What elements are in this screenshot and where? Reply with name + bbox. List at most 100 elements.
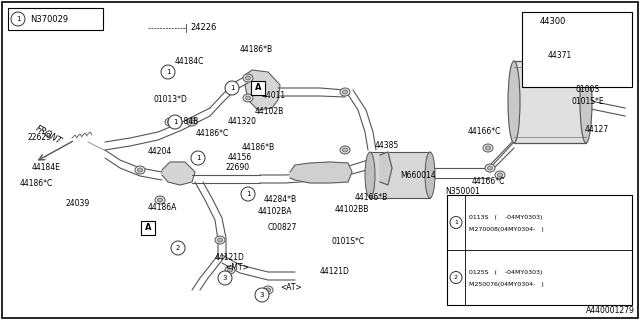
Circle shape <box>255 288 269 302</box>
Ellipse shape <box>485 164 495 172</box>
Ellipse shape <box>243 74 253 82</box>
Ellipse shape <box>365 152 375 198</box>
Bar <box>522 12 632 87</box>
Text: 44011: 44011 <box>262 91 286 100</box>
Text: 0101S*E: 0101S*E <box>572 98 605 107</box>
Ellipse shape <box>486 146 490 150</box>
Ellipse shape <box>246 96 250 100</box>
Text: 44385: 44385 <box>375 140 399 149</box>
Text: 01013*D: 01013*D <box>154 95 188 105</box>
Ellipse shape <box>425 152 435 198</box>
Text: 44166*C: 44166*C <box>472 178 506 187</box>
Ellipse shape <box>497 173 502 177</box>
Ellipse shape <box>483 144 493 152</box>
Circle shape <box>171 241 185 255</box>
Text: 2: 2 <box>454 275 458 280</box>
Text: 1: 1 <box>173 119 177 125</box>
Ellipse shape <box>342 90 348 94</box>
Text: 1: 1 <box>246 191 250 197</box>
Text: <AT>: <AT> <box>280 284 301 292</box>
Text: A440001279: A440001279 <box>586 306 635 315</box>
Text: 44102BB: 44102BB <box>335 205 369 214</box>
Circle shape <box>450 271 462 284</box>
Text: 1: 1 <box>230 85 234 91</box>
Ellipse shape <box>340 88 350 96</box>
Ellipse shape <box>246 76 250 80</box>
Text: 24226: 24226 <box>190 23 216 33</box>
Text: 44102B: 44102B <box>255 108 284 116</box>
Text: 22629: 22629 <box>28 133 52 142</box>
Bar <box>370 152 430 198</box>
Ellipse shape <box>508 61 520 143</box>
Text: 44204: 44204 <box>148 148 172 156</box>
Text: 441320: 441320 <box>228 117 257 126</box>
Circle shape <box>241 187 255 201</box>
Text: N350001: N350001 <box>445 188 480 196</box>
Text: 44186*C: 44186*C <box>196 129 229 138</box>
Text: A: A <box>255 84 261 92</box>
Text: 44284*B: 44284*B <box>264 196 297 204</box>
Text: 44166*C: 44166*C <box>468 127 501 137</box>
Text: 44121D: 44121D <box>320 268 350 276</box>
Ellipse shape <box>155 196 165 204</box>
Ellipse shape <box>168 120 173 124</box>
Polygon shape <box>162 162 195 185</box>
Ellipse shape <box>157 198 163 202</box>
Text: A: A <box>145 223 151 233</box>
Text: 3: 3 <box>223 275 227 281</box>
Ellipse shape <box>218 238 223 242</box>
Bar <box>141 221 155 235</box>
Ellipse shape <box>187 118 197 126</box>
Text: 0113S   (    -04MY0303): 0113S ( -04MY0303) <box>469 215 542 220</box>
Text: 44184E: 44184E <box>32 164 61 172</box>
Ellipse shape <box>227 268 232 272</box>
Text: 2: 2 <box>176 245 180 251</box>
Ellipse shape <box>189 120 195 124</box>
Text: 0125S   (    -04MY0303): 0125S ( -04MY0303) <box>469 270 542 275</box>
Text: C00827: C00827 <box>268 223 298 233</box>
Text: 3: 3 <box>260 292 264 298</box>
Circle shape <box>450 217 462 228</box>
Text: <MT>: <MT> <box>225 263 249 273</box>
Bar <box>251 81 265 95</box>
Text: 44186A: 44186A <box>148 204 177 212</box>
Ellipse shape <box>488 166 493 170</box>
Text: 44371: 44371 <box>548 51 572 60</box>
Text: 44166*C: 44166*C <box>458 213 492 222</box>
Text: 1: 1 <box>166 69 170 75</box>
Bar <box>514 61 586 143</box>
Text: 44184B: 44184B <box>170 117 199 126</box>
Ellipse shape <box>135 166 145 174</box>
Text: N370029: N370029 <box>30 14 68 23</box>
Text: 24039: 24039 <box>65 199 89 209</box>
Text: M250076(04MY0304-   ): M250076(04MY0304- ) <box>469 282 544 287</box>
Text: M270008(04MY0304-   ): M270008(04MY0304- ) <box>469 227 544 232</box>
Bar <box>8 8 103 30</box>
Circle shape <box>191 151 205 165</box>
Text: 1: 1 <box>16 16 20 22</box>
Text: 44186*B: 44186*B <box>242 143 275 153</box>
Text: 44156: 44156 <box>228 154 252 163</box>
Ellipse shape <box>580 61 592 143</box>
Circle shape <box>168 115 182 129</box>
Ellipse shape <box>165 118 175 126</box>
Polygon shape <box>245 70 280 110</box>
Text: 44300: 44300 <box>540 18 566 27</box>
Circle shape <box>161 65 175 79</box>
Ellipse shape <box>342 148 348 152</box>
Ellipse shape <box>495 171 505 179</box>
Text: 44186*C: 44186*C <box>20 179 53 188</box>
Text: 44166*B: 44166*B <box>355 194 388 203</box>
Text: 44121D: 44121D <box>215 253 245 262</box>
Ellipse shape <box>243 94 253 102</box>
Circle shape <box>218 271 232 285</box>
Ellipse shape <box>340 146 350 154</box>
Text: FRONT: FRONT <box>33 124 63 146</box>
Polygon shape <box>380 152 392 185</box>
Text: 44127: 44127 <box>585 125 609 134</box>
Ellipse shape <box>266 288 271 292</box>
Text: M660014: M660014 <box>400 171 436 180</box>
Text: 1: 1 <box>196 155 200 161</box>
Text: 44102BA: 44102BA <box>258 207 292 217</box>
Ellipse shape <box>225 266 235 274</box>
